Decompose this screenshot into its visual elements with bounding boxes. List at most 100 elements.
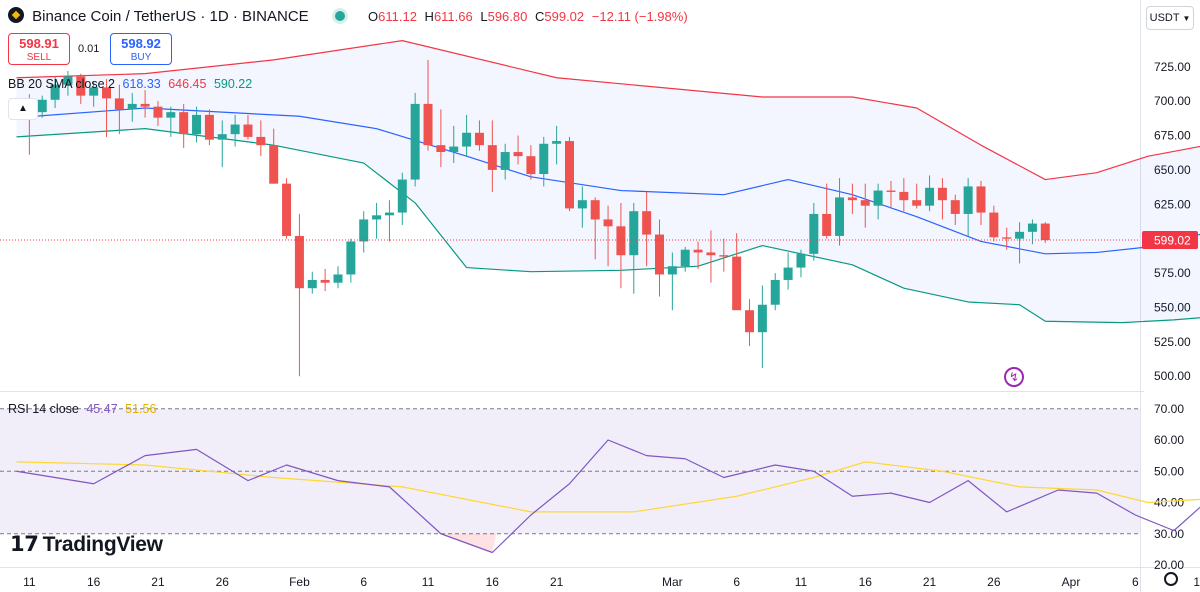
symbol-header[interactable]: Binance Coin / TetherUS · 1D · BINANCE [8,7,345,25]
candle-body [397,179,407,213]
price-tick-label: 675.00 [1154,129,1191,143]
bb-band-fill [16,40,1200,323]
candle-body [642,211,652,235]
rsi-ma-line [16,461,1200,513]
candle-body [925,187,935,206]
candle-body [359,219,369,242]
rsi-tick-label: 40.00 [1154,496,1184,510]
bb-lower-value: 590.22 [213,77,253,91]
collapse-legend-button[interactable]: ▲ [8,98,38,120]
candle-body [372,215,382,220]
candle-body [577,200,587,209]
candle-body [243,124,253,137]
bb-upper-line [16,40,1200,181]
rsi-legend[interactable]: RSI 14 close 45.47 51.56 [8,402,156,416]
buy-button[interactable]: 598.92 BUY [110,33,172,65]
candle-body [1040,223,1050,241]
price-tick-label: 650.00 [1154,163,1191,177]
sell-button[interactable]: 598.91 SELL [8,33,70,65]
lightning-icon[interactable]: ↯ [1004,367,1024,387]
rsi-label: RSI 14 close [8,402,79,416]
candle-body [745,310,755,333]
settings-gear-icon[interactable] [1164,572,1178,586]
last-price-label: 599.02 [1154,234,1191,248]
candle-body [757,304,767,333]
candle-body [102,87,112,99]
candle-body [539,143,549,175]
candle-body [629,211,639,256]
candle-body [346,241,356,275]
time-tick-label: 6 [1132,575,1139,589]
rsi-tick-label: 70.00 [1154,402,1184,416]
candle-body [1015,231,1025,239]
low-value: 596.80 [487,9,528,24]
candle-body [873,190,883,206]
bb-legend[interactable]: BB 20 SMA close 2 618.33 646.45 590.22 [8,77,252,91]
candle-body [114,98,124,110]
price-tick-label: 525.00 [1154,335,1191,349]
ohlc-readout: O611.12 H611.66 L596.80 C599.02 −12.11 (… [368,9,688,24]
candle-body [192,114,202,135]
chevron-up-icon: ▲ [18,103,28,114]
candle-body [140,103,150,107]
chevron-down-icon: ▼ [1182,14,1191,23]
candle-body [616,226,626,256]
candle-body [912,200,922,206]
bb-basis-value: 618.33 [122,77,161,91]
candle-body [963,186,973,214]
candle-body [384,212,394,216]
candle-body [294,235,304,289]
candle-body [603,219,613,227]
brand-name: TradingView [42,533,163,556]
rsi-tick-label: 30.00 [1154,527,1184,541]
change-value: −12.11 (−1.98%) [591,9,688,24]
candle-body [166,112,176,118]
price-tick-label: 725.00 [1154,60,1191,74]
candle-body [333,274,343,283]
candle-body [886,190,896,192]
candle-body [307,279,317,289]
price-tick-label: 625.00 [1154,197,1191,211]
rsi-tick-label: 50.00 [1154,464,1184,478]
spread-value: 0.01 [78,43,100,55]
candle-body [950,200,960,214]
candle-body [217,134,227,140]
rsi-tick-label: 20.00 [1154,558,1184,572]
currency-selector[interactable]: USDT ▼ [1146,6,1194,30]
time-tick-label: Feb [289,575,310,589]
candle-body [590,200,600,220]
candle-body [63,76,73,85]
time-tick-label: 16 [87,575,101,589]
candle-body [462,132,472,147]
time-tick-label: Mar [662,575,683,589]
candle-body [50,84,60,100]
price-tick-label: 575.00 [1154,266,1191,280]
symbol-title: Binance Coin / TetherUS · 1D · BINANCE [32,8,309,25]
price-axis-background [1140,0,1200,592]
sell-price: 598.91 [19,36,59,51]
time-tick-label: 11 [23,575,36,589]
candle-body [37,99,47,113]
time-tick-label: 11 [1193,575,1200,589]
time-tick-label: 26 [987,575,1001,589]
time-tick-label: 6 [733,575,740,589]
sell-label: SELL [26,52,52,63]
candle-body [526,156,536,175]
bb-basis-line [16,107,1200,255]
time-tick-label: 16 [859,575,873,589]
candle-body [76,76,86,96]
candle-body [269,145,279,184]
candle-body [937,187,947,201]
price-tick-label: 700.00 [1154,94,1191,108]
high-value: 611.66 [433,9,473,24]
bnb-logo-icon [8,7,24,23]
bb-label: BB 20 SMA close 2 [8,77,116,91]
candle-body [552,141,562,144]
candle-body [153,106,163,118]
time-tick-label: 6 [360,575,367,589]
candle-body [796,253,806,268]
candle-body [706,252,716,256]
candle-body [487,145,497,170]
candle-body [770,279,780,305]
